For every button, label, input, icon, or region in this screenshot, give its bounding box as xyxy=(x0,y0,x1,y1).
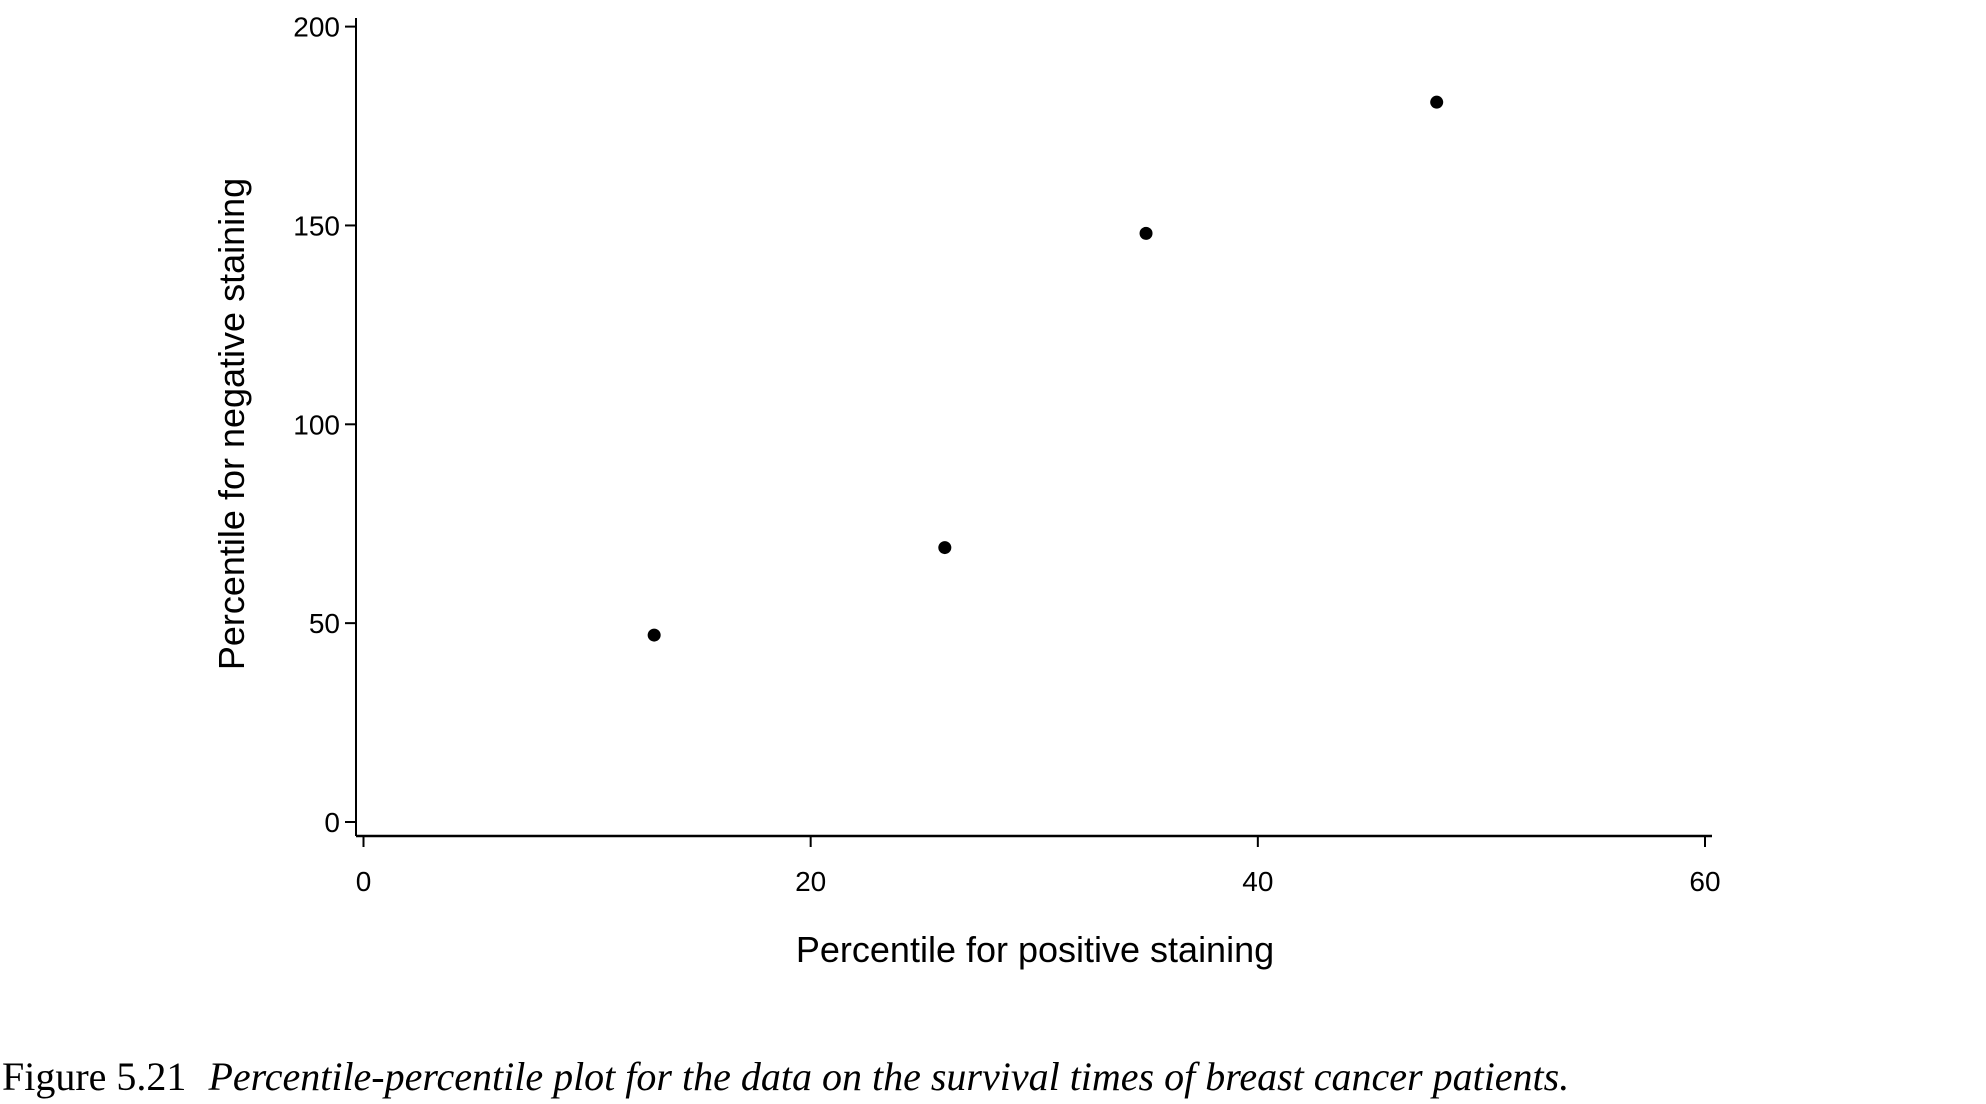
y-tick-label: 50 xyxy=(309,608,340,639)
y-tick-label: 0 xyxy=(324,807,340,838)
point xyxy=(1139,226,1153,240)
y-axis-title: Percentile for negative staining xyxy=(211,178,252,670)
point xyxy=(1430,95,1444,109)
y-tick-label: 150 xyxy=(293,210,340,241)
point xyxy=(938,541,952,555)
caption-text: Percentile-percentile plot for the data … xyxy=(207,1054,1569,1099)
y-tick-label: 100 xyxy=(293,409,340,440)
x-tick-label: 60 xyxy=(1689,866,1720,897)
y-tick-label: 200 xyxy=(293,12,340,43)
x-tick-label: 0 xyxy=(356,866,372,897)
caption-label: Figure 5.21 xyxy=(2,1054,186,1099)
x-axis-title: Percentile for positive staining xyxy=(796,929,1274,970)
x-tick-label: 40 xyxy=(1242,866,1273,897)
x-tick-label: 20 xyxy=(795,866,826,897)
point xyxy=(647,628,661,642)
caption: Figure 5.21 Percentile-percentile plot fo… xyxy=(2,1054,1569,1099)
